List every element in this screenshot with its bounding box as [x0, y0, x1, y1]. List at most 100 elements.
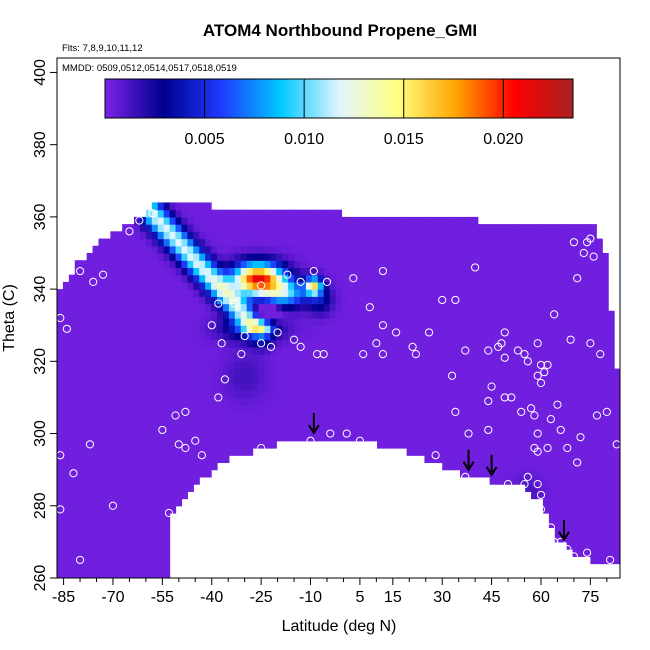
field-cell [217, 332, 224, 341]
field-cell [406, 368, 414, 377]
field-cell [68, 404, 76, 413]
field-cell [151, 498, 159, 507]
field-cell [80, 469, 88, 478]
field-cell [145, 216, 153, 225]
field-cell [602, 274, 609, 283]
field-cell [388, 267, 396, 276]
field-cell [57, 549, 64, 557]
field-cell [211, 332, 218, 341]
field-cell [454, 303, 461, 312]
field-cell [531, 245, 538, 254]
field-cell [122, 556, 129, 565]
field-cell [560, 253, 568, 261]
observation-point [240, 458, 249, 467]
field-cell [116, 354, 123, 362]
field-cell [418, 390, 426, 399]
field-cell [122, 419, 129, 427]
field-cell [128, 549, 135, 557]
field-cell [430, 332, 437, 341]
field-cell [98, 440, 106, 449]
field-cell [264, 216, 271, 225]
field-cell [151, 455, 159, 464]
field-cell [554, 224, 562, 232]
field-cell [608, 498, 615, 507]
field-cell [608, 361, 615, 370]
field-cell [181, 267, 188, 276]
field-cell [128, 570, 135, 578]
field-cell [252, 260, 260, 269]
field-cell [193, 339, 200, 348]
field-cell [412, 404, 420, 413]
field-cell [531, 260, 538, 269]
field-cell [151, 411, 159, 420]
field-cell [74, 469, 82, 478]
field-cell [347, 224, 354, 232]
field-cell [542, 411, 550, 420]
field-cell [240, 375, 248, 384]
field-cell [424, 303, 431, 312]
field-cell [513, 469, 520, 478]
field-cell [365, 216, 372, 225]
field-cell [222, 419, 230, 427]
field-cell [110, 556, 117, 565]
field-cell [252, 346, 260, 355]
field-cell [347, 375, 354, 384]
field-cell [465, 253, 473, 261]
field-cell [436, 440, 443, 449]
field-cell [394, 433, 402, 442]
field-cell [211, 368, 218, 377]
field-cell [554, 296, 562, 305]
colorbar-tick-label: 0.005 [185, 131, 225, 148]
field-cell [584, 325, 591, 334]
field-cell [145, 476, 153, 485]
field-cell [294, 325, 301, 334]
field-cell [578, 469, 586, 478]
field-cell [566, 224, 574, 232]
field-cell [169, 498, 177, 507]
field-cell [62, 484, 70, 492]
field-cell [246, 325, 254, 334]
observation-point [306, 436, 315, 445]
field-cell [222, 390, 230, 399]
field-cell [459, 383, 467, 391]
field-cell [157, 296, 165, 305]
field-cell [276, 361, 283, 370]
field-cell [163, 462, 171, 471]
field-cell [62, 404, 70, 413]
field-cell [513, 245, 520, 254]
field-cell [151, 491, 159, 500]
field-cell [128, 332, 135, 341]
field-cell [335, 296, 343, 305]
field-cell [596, 310, 603, 319]
field-cell [347, 296, 354, 305]
field-cell [270, 375, 277, 384]
field-cell [211, 296, 218, 305]
field-cell [501, 383, 508, 391]
field-cell [531, 390, 538, 399]
field-cell [377, 231, 384, 240]
field-cell [62, 520, 70, 529]
field-cell [578, 383, 586, 391]
observation-point [158, 425, 167, 435]
field-cell [57, 484, 64, 492]
field-cell [222, 339, 230, 348]
field-cell [507, 231, 514, 240]
colorbar-tick-label: 0.015 [384, 131, 424, 148]
field-cell [406, 390, 414, 399]
field-cell [92, 426, 100, 435]
field-cell [377, 238, 384, 247]
field-cell [477, 354, 485, 362]
field-cell [442, 231, 449, 240]
field-cell [442, 216, 449, 225]
field-cell [614, 534, 620, 543]
field-cell [294, 260, 301, 269]
field-cell [305, 368, 313, 377]
observation-point [540, 368, 549, 377]
field-cell [217, 440, 224, 449]
field-cell [584, 534, 591, 543]
field-cell [98, 397, 106, 406]
field-cell [163, 231, 171, 240]
field-cell [566, 476, 574, 485]
field-cell [560, 281, 568, 290]
field-cell [145, 318, 153, 326]
